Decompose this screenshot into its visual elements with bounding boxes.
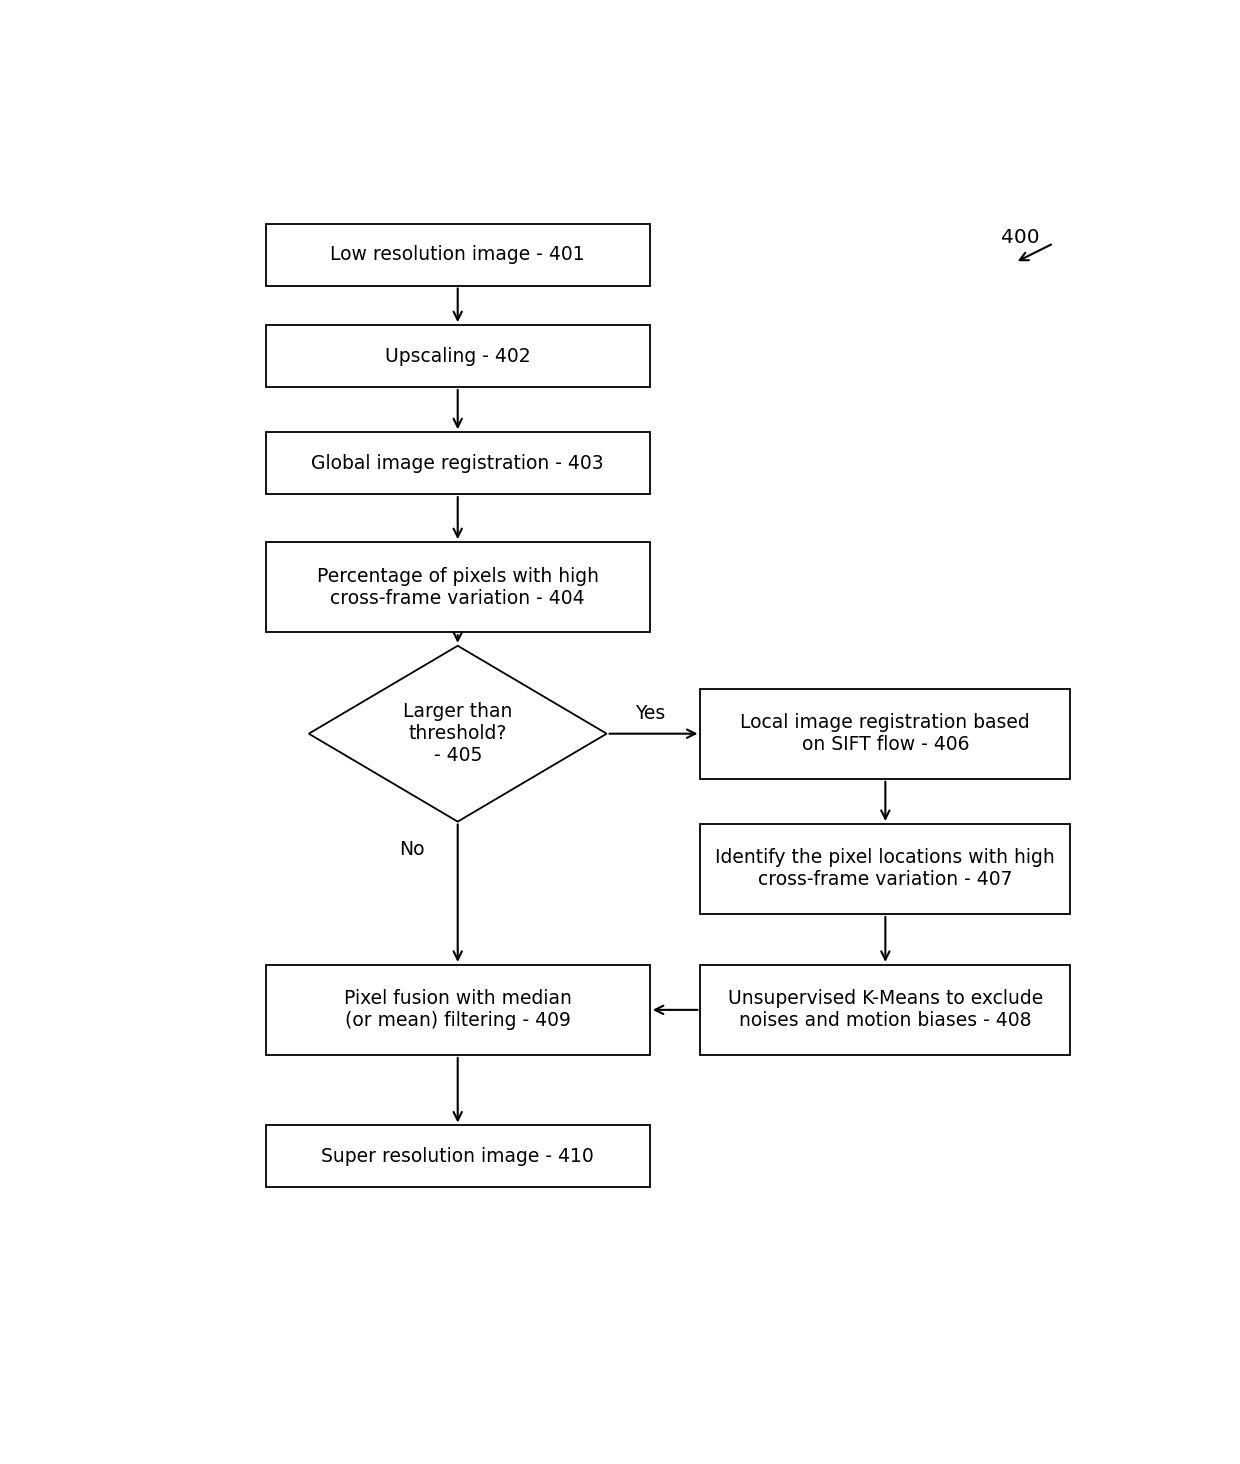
FancyBboxPatch shape [265,542,650,632]
Text: Low resolution image - 401: Low resolution image - 401 [330,244,585,264]
Text: Identify the pixel locations with high
cross-frame variation - 407: Identify the pixel locations with high c… [715,849,1055,890]
FancyBboxPatch shape [265,965,650,1056]
Text: No: No [399,840,424,859]
Text: Local image registration based
on SIFT flow - 406: Local image registration based on SIFT f… [740,713,1030,754]
Polygon shape [309,646,606,821]
FancyBboxPatch shape [701,965,1070,1056]
Text: Unsupervised K-Means to exclude
noises and motion biases - 408: Unsupervised K-Means to exclude noises a… [728,990,1043,1031]
FancyBboxPatch shape [265,224,650,285]
Text: Larger than
threshold?
- 405: Larger than threshold? - 405 [403,703,512,766]
Text: Percentage of pixels with high
cross-frame variation - 404: Percentage of pixels with high cross-fra… [316,567,599,608]
Text: Super resolution image - 410: Super resolution image - 410 [321,1146,594,1165]
Text: Upscaling - 402: Upscaling - 402 [384,347,531,366]
FancyBboxPatch shape [701,688,1070,779]
Text: Pixel fusion with median
(or mean) filtering - 409: Pixel fusion with median (or mean) filte… [343,990,572,1031]
FancyBboxPatch shape [701,824,1070,914]
Text: 400: 400 [1001,228,1039,247]
FancyBboxPatch shape [265,325,650,386]
Text: Yes: Yes [635,704,665,723]
Text: Global image registration - 403: Global image registration - 403 [311,454,604,473]
FancyBboxPatch shape [265,432,650,495]
FancyBboxPatch shape [265,1126,650,1187]
